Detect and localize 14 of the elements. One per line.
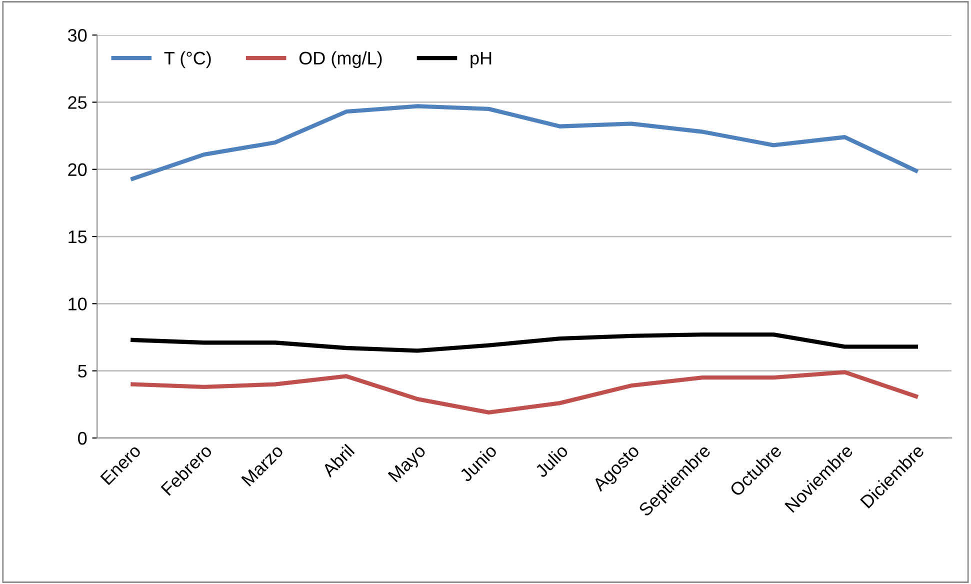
y-tick-label: 5 xyxy=(78,364,87,378)
line-series xyxy=(130,104,918,181)
legend-label: pH xyxy=(470,52,492,68)
y-tick-label: 25 xyxy=(68,96,87,109)
y-tick-label: 0 xyxy=(78,432,87,445)
line-series xyxy=(130,370,918,415)
line-series xyxy=(130,332,918,353)
y-tick-label: 15 xyxy=(68,230,87,244)
legend-label: OD (mg/L) xyxy=(299,51,382,68)
x-tick-label: Julio xyxy=(534,443,569,478)
y-tick-label: 20 xyxy=(68,163,87,176)
legend-label: T (°C) xyxy=(164,51,211,68)
y-tick-label: 10 xyxy=(68,298,87,310)
y-tick-label: 30 xyxy=(68,28,87,42)
